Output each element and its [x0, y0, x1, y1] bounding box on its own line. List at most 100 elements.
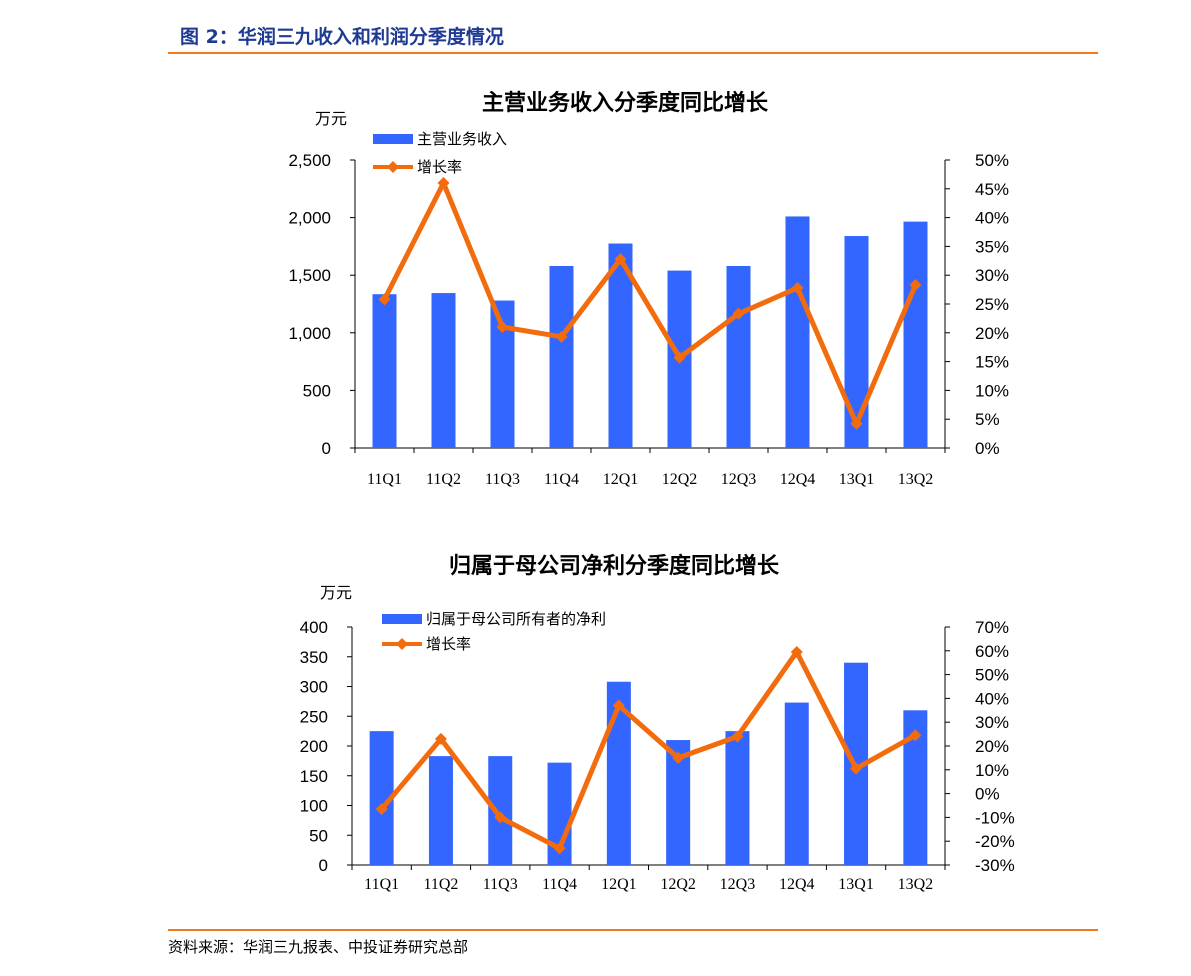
legend-line-marker	[396, 638, 408, 650]
line-point	[791, 281, 804, 294]
line-point	[672, 751, 685, 764]
y2-tick-label: -10%	[975, 808, 1015, 827]
y-tick-label: 0	[319, 856, 328, 875]
y2-tick-label: 30%	[975, 266, 1009, 285]
growth-rate-line	[379, 649, 917, 851]
line-point	[496, 321, 509, 334]
y2-tick-label: -30%	[975, 856, 1015, 875]
y2-tick-label: 10%	[975, 381, 1009, 400]
line-point	[553, 842, 566, 855]
legend-line-label: 增长率	[417, 158, 462, 176]
bottom-rule	[168, 929, 1098, 931]
y2-tick-label: 70%	[975, 618, 1009, 637]
x-tick-label: 12Q4	[780, 471, 816, 488]
line-point	[434, 732, 447, 745]
line-point	[909, 278, 922, 291]
x-tick-label: 11Q2	[426, 471, 461, 488]
y-tick-label: 500	[303, 381, 331, 400]
bar	[903, 221, 928, 448]
figure-title: 图 2：华润三九收入和利润分季度情况	[180, 26, 504, 48]
y2-tick-label: 50%	[975, 666, 1009, 685]
line-point	[437, 177, 450, 190]
line-point	[673, 351, 686, 364]
y-tick-label: 1,500	[288, 266, 331, 285]
x-tick-label: 12Q2	[662, 471, 698, 488]
source-note: 资料来源：华润三九报表、中投证券研究总部	[168, 938, 469, 956]
y2-tick-label: 25%	[975, 295, 1009, 314]
bar	[488, 756, 513, 865]
x-tick-label: 12Q2	[660, 876, 696, 893]
line-point	[555, 330, 568, 343]
bar	[372, 294, 397, 448]
y-tick-label: 50	[309, 826, 328, 845]
legend-line-marker	[387, 161, 399, 173]
line-point	[614, 253, 627, 266]
top-rule	[168, 52, 1098, 54]
bar	[428, 756, 453, 865]
bar	[785, 216, 810, 448]
y-axis-unit: 万元	[320, 583, 352, 602]
y-tick-label: 2,000	[288, 209, 331, 228]
y-tick-label: 100	[300, 797, 328, 816]
x-tick-label: 13Q2	[898, 876, 934, 893]
line-point	[850, 417, 863, 430]
line-point	[790, 645, 803, 658]
y-tick-label: 300	[300, 678, 328, 697]
legend-bar-label: 归属于母公司所有者的净利	[426, 610, 606, 628]
chart-title: 归属于母公司净利分季度同比增长	[449, 553, 780, 579]
y-tick-label: 0	[322, 439, 331, 458]
legend-line-label: 增长率	[426, 635, 471, 653]
x-tick-label: 13Q1	[838, 876, 874, 893]
y2-tick-label: 50%	[975, 151, 1009, 170]
y2-tick-label: 0%	[975, 439, 1000, 458]
y-tick-label: 200	[300, 737, 328, 756]
x-tick-label: 11Q1	[367, 471, 402, 488]
y2-tick-label: 40%	[975, 689, 1009, 708]
y-tick-label: 250	[300, 707, 328, 726]
line-point	[732, 307, 745, 320]
bar	[431, 293, 456, 448]
line-point	[731, 730, 744, 743]
line-point	[494, 811, 507, 824]
x-tick-label: 12Q3	[720, 876, 756, 893]
x-tick-label: 11Q2	[423, 876, 458, 893]
line-point	[850, 762, 863, 775]
y-tick-label: 350	[300, 648, 328, 667]
y-tick-label: 150	[300, 767, 328, 786]
x-tick-label: 11Q4	[542, 876, 577, 893]
x-tick-label: 13Q1	[839, 471, 875, 488]
y2-tick-label: 20%	[975, 737, 1009, 756]
y2-tick-label: 40%	[975, 209, 1009, 228]
x-tick-label: 11Q3	[485, 471, 520, 488]
y2-tick-label: 10%	[975, 761, 1009, 780]
y-axis-unit: 万元	[315, 109, 347, 128]
x-tick-label: 11Q4	[544, 471, 579, 488]
line-point	[612, 699, 625, 712]
x-tick-label: 13Q2	[898, 471, 934, 488]
y2-tick-label: 30%	[975, 713, 1009, 732]
x-tick-label: 11Q1	[364, 876, 399, 893]
y2-tick-label: 60%	[975, 642, 1009, 661]
line-point	[375, 803, 388, 816]
bar	[549, 265, 574, 448]
bar	[844, 236, 869, 448]
y2-tick-label: -20%	[975, 832, 1015, 851]
y2-tick-label: 45%	[975, 180, 1009, 199]
bar	[725, 731, 750, 865]
bar	[784, 702, 809, 865]
y-tick-label: 400	[300, 618, 328, 637]
y2-tick-label: 15%	[975, 353, 1009, 372]
bar	[726, 265, 751, 448]
x-tick-label: 11Q3	[483, 876, 518, 893]
x-tick-label: 12Q3	[721, 471, 757, 488]
y2-tick-label: 0%	[975, 785, 1000, 804]
x-tick-label: 12Q1	[601, 876, 637, 893]
line-point	[909, 729, 922, 742]
y2-tick-label: 5%	[975, 410, 1000, 429]
y2-tick-label: 20%	[975, 324, 1009, 343]
chart-title: 主营业务收入分季度同比增长	[482, 90, 769, 116]
x-tick-label: 12Q4	[779, 876, 815, 893]
y2-tick-label: 35%	[975, 237, 1009, 256]
